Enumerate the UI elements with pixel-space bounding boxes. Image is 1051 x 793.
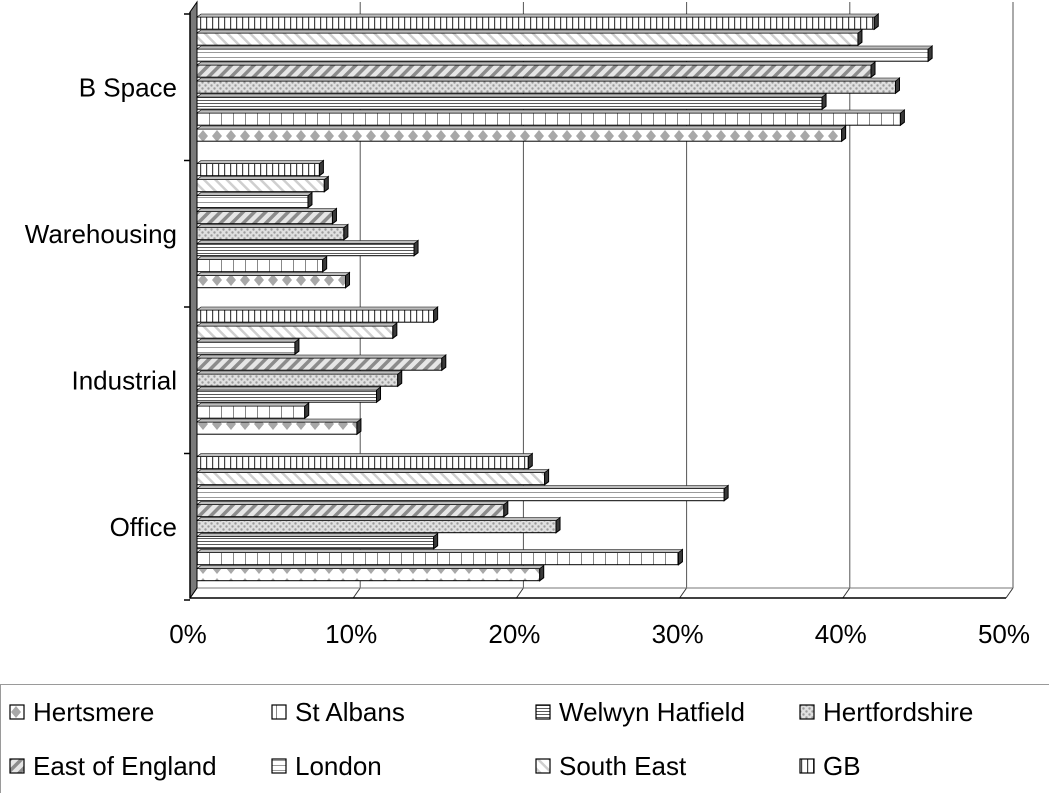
bar <box>196 13 880 31</box>
legend-item: London <box>271 749 382 783</box>
legend-swatch <box>9 704 25 720</box>
bar <box>196 255 328 273</box>
category-label: B Space <box>79 72 177 102</box>
bar <box>196 386 382 404</box>
bar <box>196 239 419 257</box>
bar <box>196 354 447 372</box>
legend-swatch <box>535 704 551 720</box>
legend-swatch <box>271 704 287 720</box>
legend-label: East of England <box>33 750 217 781</box>
legend-swatch <box>271 758 287 774</box>
chart: B Space Warehousing Industrial Office 0% 10% 2… <box>25 0 1030 649</box>
bar <box>196 175 330 193</box>
floor-line <box>679 587 688 599</box>
bar <box>196 191 313 209</box>
x-tick-label: 40% <box>815 619 867 649</box>
legend-label: Welwyn Hatfield <box>559 696 745 727</box>
legend-item: GB <box>799 749 861 783</box>
bar <box>196 532 439 550</box>
legend-swatch <box>535 758 551 774</box>
x-tick-label: 10% <box>325 619 377 649</box>
legend-label: St Albans <box>295 696 405 727</box>
legend-swatch <box>799 704 815 720</box>
legend-label: GB <box>823 750 861 781</box>
legend-label: Hertsmere <box>33 696 155 727</box>
legend-item: St Albans <box>271 695 405 729</box>
legend: Hertsmere St Albans Welwyn Hatfield Hertfor… <box>0 684 1049 793</box>
bar <box>196 61 876 79</box>
category-label: Office <box>110 512 177 542</box>
bar <box>196 207 338 225</box>
side-wall <box>189 0 198 600</box>
bar <box>196 564 545 582</box>
bar <box>196 29 863 47</box>
bar <box>196 109 906 127</box>
bar <box>196 306 439 324</box>
bar <box>196 370 403 388</box>
legend-item: Welwyn Hatfield <box>535 695 745 729</box>
legend-swatch <box>799 758 815 774</box>
bar <box>196 500 509 518</box>
legend-label: Hertfordshire <box>823 696 974 727</box>
floor-line <box>842 587 851 599</box>
bar <box>196 402 310 420</box>
x-tick-label: 0% <box>169 619 207 649</box>
category-label: Industrial <box>72 365 178 395</box>
bar <box>196 322 398 340</box>
bar <box>196 125 847 143</box>
floor-line <box>1005 587 1014 599</box>
bar <box>196 418 362 436</box>
bar <box>196 468 550 486</box>
bar <box>196 93 827 111</box>
bar <box>196 223 349 241</box>
legend-item: Hertsmere <box>9 695 154 729</box>
x-tick-label: 50% <box>978 619 1030 649</box>
legend-item: East of England <box>9 749 217 783</box>
legend-item: Hertfordshire <box>799 695 973 729</box>
legend-label: London <box>295 750 382 781</box>
legend-item: South East <box>535 749 686 783</box>
category-label: Warehousing <box>25 219 177 249</box>
bar <box>196 271 351 289</box>
floor-line <box>352 587 361 599</box>
legend-swatch <box>9 758 25 774</box>
bar <box>196 45 934 63</box>
bar <box>196 484 730 502</box>
floor-line <box>515 587 524 599</box>
bar <box>196 548 684 566</box>
legend-label: South East <box>559 750 687 781</box>
x-tick-label: 20% <box>488 619 540 649</box>
bar <box>196 338 300 356</box>
bar <box>196 159 325 177</box>
bar <box>196 77 901 95</box>
bar <box>196 452 534 470</box>
x-tick-label: 30% <box>652 619 704 649</box>
bar <box>196 516 561 534</box>
